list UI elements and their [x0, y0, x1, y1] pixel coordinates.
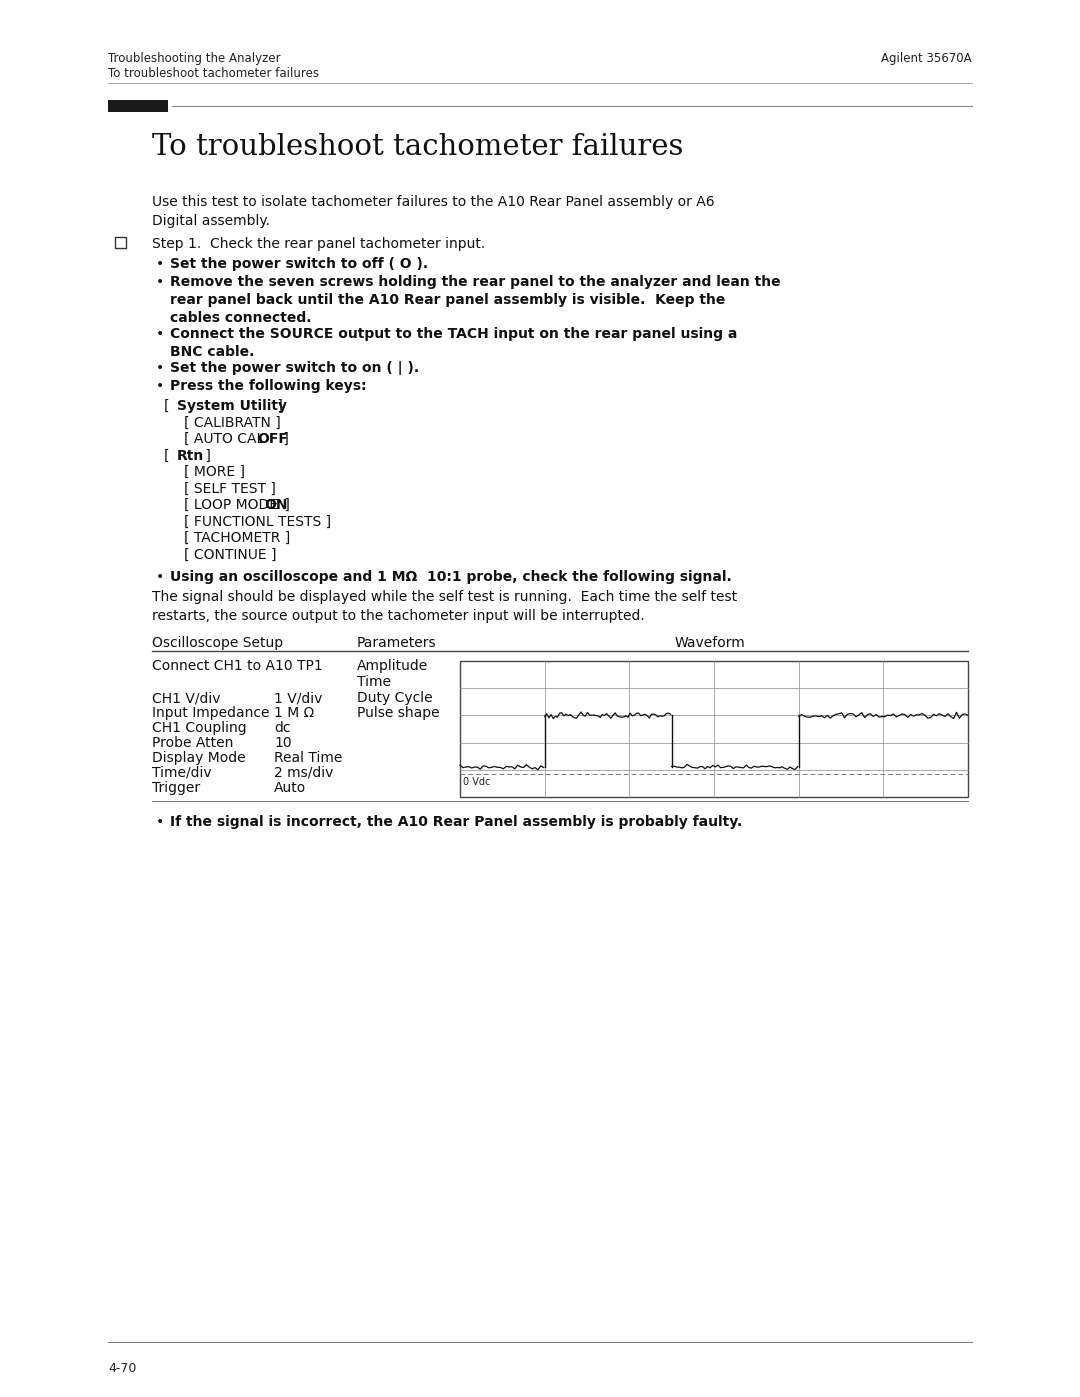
Text: Set the power switch to on ( | ).: Set the power switch to on ( | ).	[170, 360, 419, 374]
Text: Display Mode: Display Mode	[152, 752, 245, 766]
Text: •: •	[156, 814, 164, 828]
Text: [ LOOP MODE: [ LOOP MODE	[184, 497, 282, 511]
Text: ]: ]	[280, 497, 289, 511]
Text: [ FUNCTIONL TESTS ]: [ FUNCTIONL TESTS ]	[184, 514, 332, 528]
Bar	[108, 101, 168, 112]
Text: If the signal is incorrect, the A10 Rear Panel assembly is probably faulty.: If the signal is incorrect, the A10 Rear…	[170, 814, 742, 828]
Text: Auto: Auto	[274, 781, 307, 795]
Text: •: •	[156, 275, 164, 289]
Text: Rtn: Rtn	[177, 448, 204, 462]
Text: To troubleshoot tachometer failures: To troubleshoot tachometer failures	[152, 133, 684, 161]
Text: The signal should be displayed while the self test is running.  Each time the se: The signal should be displayed while the…	[152, 590, 738, 623]
Bar	[114, 237, 126, 249]
Text: 2 ms/div: 2 ms/div	[274, 766, 334, 780]
Text: Duty Cycle: Duty Cycle	[357, 692, 433, 705]
Text: [: [	[164, 400, 174, 414]
Text: OFF: OFF	[257, 432, 288, 446]
Text: Connect the SOURCE output to the TACH input on the rear panel using a
BNC cable.: Connect the SOURCE output to the TACH in…	[170, 327, 738, 359]
Text: Set the power switch to off ( O ).: Set the power switch to off ( O ).	[170, 257, 428, 271]
Text: Waveform: Waveform	[675, 636, 745, 650]
Text: Trigger: Trigger	[152, 781, 200, 795]
Text: Step 1.  Check the rear panel tachometer input.: Step 1. Check the rear panel tachometer …	[152, 237, 485, 251]
Text: Amplitude: Amplitude	[357, 659, 429, 673]
Text: [ TACHOMETR ]: [ TACHOMETR ]	[184, 531, 291, 545]
Text: •: •	[156, 257, 164, 271]
Text: Press the following keys:: Press the following keys:	[170, 379, 366, 393]
Text: [ MORE ]: [ MORE ]	[184, 465, 245, 479]
Text: 10: 10	[274, 736, 292, 750]
Text: 1 M Ω: 1 M Ω	[274, 705, 314, 719]
Bar	[460, 661, 968, 798]
Text: Real Time: Real Time	[274, 752, 342, 766]
Text: System Utility: System Utility	[177, 400, 287, 414]
Text: Using an oscilloscope and 1 MΩ  10:1 probe, check the following signal.: Using an oscilloscope and 1 MΩ 10:1 prob…	[170, 570, 732, 584]
Text: •: •	[156, 327, 164, 341]
Text: 0 Vdc: 0 Vdc	[463, 777, 490, 787]
Text: 1 V/div: 1 V/div	[274, 692, 322, 705]
Text: Probe Atten: Probe Atten	[152, 736, 233, 750]
Text: Input Impedance: Input Impedance	[152, 705, 270, 719]
Text: ]: ]	[273, 400, 283, 414]
Text: dc: dc	[274, 721, 291, 735]
Text: CH1 V/div: CH1 V/div	[152, 692, 220, 705]
Text: Time/div: Time/div	[152, 766, 212, 780]
Text: Time: Time	[357, 675, 391, 689]
Text: •: •	[156, 360, 164, 374]
Text: ]: ]	[201, 448, 211, 462]
Text: [ CALIBRATN ]: [ CALIBRATN ]	[184, 415, 281, 429]
Text: •: •	[156, 379, 164, 393]
Text: Use this test to isolate tachometer failures to the A10 Rear Panel assembly or A: Use this test to isolate tachometer fail…	[152, 196, 715, 228]
Text: •: •	[156, 570, 164, 584]
Text: Agilent 35670A: Agilent 35670A	[881, 52, 972, 66]
Text: Connect CH1 to A10 TP1: Connect CH1 to A10 TP1	[152, 659, 323, 673]
Text: ]: ]	[279, 432, 288, 446]
Text: [ AUTO CAL: [ AUTO CAL	[184, 432, 269, 446]
Text: Troubleshooting the Analyzer: Troubleshooting the Analyzer	[108, 52, 281, 66]
Text: Oscilloscope Setup: Oscilloscope Setup	[152, 636, 283, 650]
Text: Parameters: Parameters	[357, 636, 436, 650]
Text: CH1 Coupling: CH1 Coupling	[152, 721, 246, 735]
Text: ON: ON	[264, 497, 287, 511]
Text: Pulse shape: Pulse shape	[357, 705, 440, 719]
Text: [ CONTINUE ]: [ CONTINUE ]	[184, 548, 276, 562]
Text: [ SELF TEST ]: [ SELF TEST ]	[184, 482, 275, 496]
Text: [: [	[164, 448, 174, 462]
Text: 4-70: 4-70	[108, 1362, 136, 1375]
Text: To troubleshoot tachometer failures: To troubleshoot tachometer failures	[108, 67, 319, 80]
Text: Remove the seven screws holding the rear panel to the analyzer and lean the
rear: Remove the seven screws holding the rear…	[170, 275, 781, 324]
